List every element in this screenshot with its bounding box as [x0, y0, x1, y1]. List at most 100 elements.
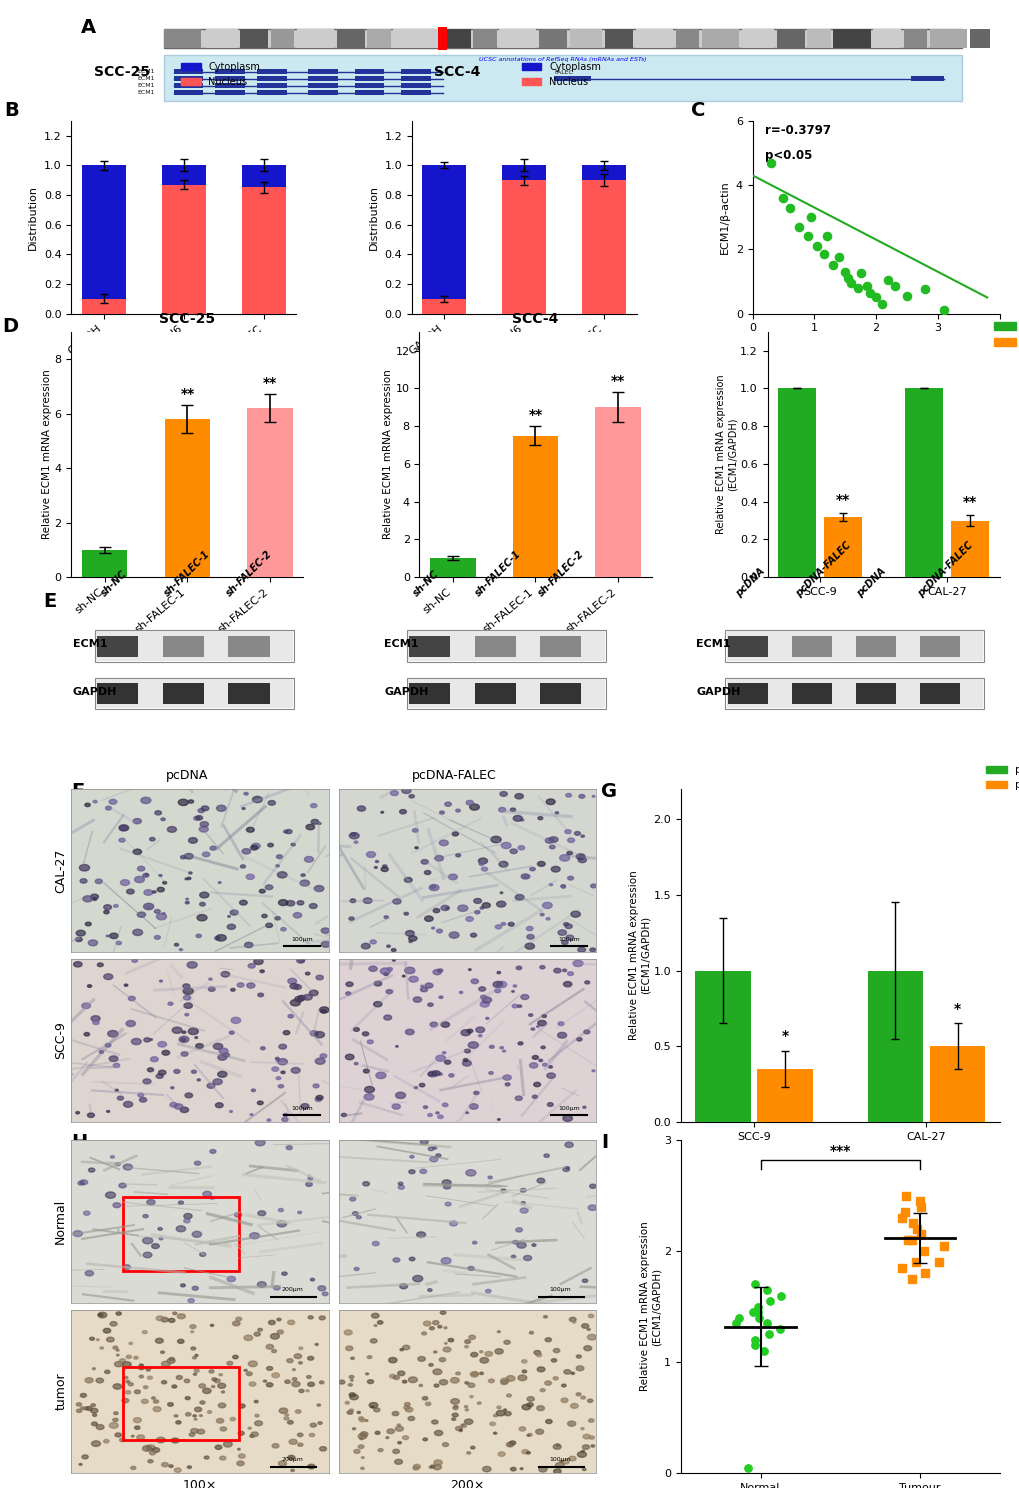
- X-axis label: FALEC/β-actin: FALEC/β-actin: [837, 339, 913, 348]
- Circle shape: [578, 856, 584, 860]
- Circle shape: [438, 1073, 442, 1076]
- Circle shape: [318, 1286, 325, 1290]
- Circle shape: [559, 1461, 562, 1463]
- Circle shape: [348, 917, 354, 920]
- Circle shape: [361, 1457, 364, 1458]
- Circle shape: [210, 1150, 216, 1153]
- Circle shape: [272, 1067, 278, 1071]
- Circle shape: [479, 863, 483, 866]
- Circle shape: [588, 1205, 596, 1210]
- Circle shape: [208, 987, 215, 991]
- Circle shape: [555, 1463, 564, 1469]
- Circle shape: [146, 1367, 151, 1370]
- Circle shape: [371, 1314, 379, 1318]
- Circle shape: [354, 1062, 358, 1065]
- Circle shape: [482, 997, 491, 1003]
- Circle shape: [503, 1409, 506, 1411]
- Circle shape: [473, 899, 481, 903]
- Circle shape: [470, 1372, 478, 1376]
- Circle shape: [405, 1403, 410, 1406]
- Circle shape: [374, 981, 381, 987]
- Bar: [161, 185, 206, 314]
- Text: pcDNA: pcDNA: [165, 769, 208, 783]
- Text: 100μm: 100μm: [549, 1287, 571, 1292]
- Circle shape: [543, 1153, 549, 1158]
- Circle shape: [126, 1356, 131, 1359]
- Circle shape: [471, 1372, 478, 1376]
- Circle shape: [464, 1406, 468, 1408]
- Y-axis label: Relative ECM1 mRNA expression
(ECM1/GAPDH): Relative ECM1 mRNA expression (ECM1/GAPD…: [639, 1222, 660, 1391]
- Circle shape: [276, 1077, 280, 1080]
- Circle shape: [430, 885, 435, 888]
- Circle shape: [359, 1417, 364, 1420]
- Circle shape: [490, 836, 500, 842]
- Circle shape: [213, 1043, 222, 1049]
- Circle shape: [529, 1062, 537, 1068]
- Circle shape: [394, 1460, 403, 1464]
- Bar: [122, 1367, 238, 1440]
- Circle shape: [445, 908, 448, 909]
- Circle shape: [193, 1415, 197, 1417]
- Circle shape: [572, 1321, 576, 1323]
- Circle shape: [464, 1049, 470, 1054]
- Circle shape: [415, 847, 418, 848]
- Circle shape: [528, 1433, 532, 1436]
- Circle shape: [562, 982, 572, 987]
- Circle shape: [358, 1445, 364, 1448]
- Circle shape: [303, 994, 312, 1000]
- Point: [852, 262, 868, 286]
- Circle shape: [309, 990, 318, 995]
- Circle shape: [113, 905, 118, 908]
- Circle shape: [133, 1357, 138, 1359]
- Y-axis label: Distribution: Distribution: [29, 185, 39, 250]
- Circle shape: [520, 1467, 523, 1470]
- Circle shape: [266, 923, 272, 927]
- Circle shape: [168, 1318, 175, 1323]
- Circle shape: [438, 995, 442, 998]
- Circle shape: [320, 1009, 326, 1013]
- Circle shape: [308, 1357, 314, 1360]
- Circle shape: [238, 1405, 245, 1408]
- Circle shape: [171, 1437, 179, 1443]
- Circle shape: [576, 1366, 583, 1370]
- Bar: [929, 1046, 984, 1122]
- Circle shape: [73, 961, 82, 967]
- Circle shape: [510, 1440, 516, 1445]
- Circle shape: [216, 934, 226, 940]
- Circle shape: [93, 897, 97, 900]
- Point: [739, 1455, 755, 1479]
- Circle shape: [178, 1201, 183, 1204]
- Bar: [695, 970, 750, 1122]
- Circle shape: [581, 1324, 588, 1329]
- Circle shape: [139, 1364, 144, 1366]
- Circle shape: [540, 914, 543, 915]
- Point: [749, 1295, 765, 1318]
- Circle shape: [582, 1445, 589, 1449]
- Circle shape: [455, 1427, 462, 1430]
- Circle shape: [561, 940, 568, 945]
- Circle shape: [470, 1446, 475, 1449]
- Circle shape: [83, 896, 93, 902]
- Text: UCSC annotations of RefSeq RNAs (mRNAs and ESTs): UCSC annotations of RefSeq RNAs (mRNAs a…: [479, 58, 647, 62]
- Circle shape: [505, 1375, 515, 1381]
- Circle shape: [290, 1067, 300, 1073]
- Circle shape: [559, 854, 570, 862]
- Circle shape: [505, 1442, 514, 1446]
- Circle shape: [143, 1253, 152, 1257]
- Circle shape: [271, 1350, 276, 1353]
- Circle shape: [101, 1314, 103, 1317]
- Circle shape: [478, 1034, 482, 1037]
- Circle shape: [352, 1211, 358, 1216]
- Bar: [82, 551, 127, 577]
- Y-axis label: SCC-9: SCC-9: [54, 1021, 67, 1059]
- Circle shape: [439, 811, 444, 814]
- Text: ECM1: ECM1: [696, 640, 731, 649]
- Circle shape: [88, 985, 92, 988]
- Circle shape: [442, 1103, 447, 1107]
- Circle shape: [354, 1028, 359, 1031]
- Circle shape: [432, 1369, 441, 1375]
- Bar: [725, 677, 983, 710]
- Circle shape: [496, 1406, 500, 1409]
- Circle shape: [229, 1110, 232, 1113]
- Circle shape: [292, 1378, 297, 1381]
